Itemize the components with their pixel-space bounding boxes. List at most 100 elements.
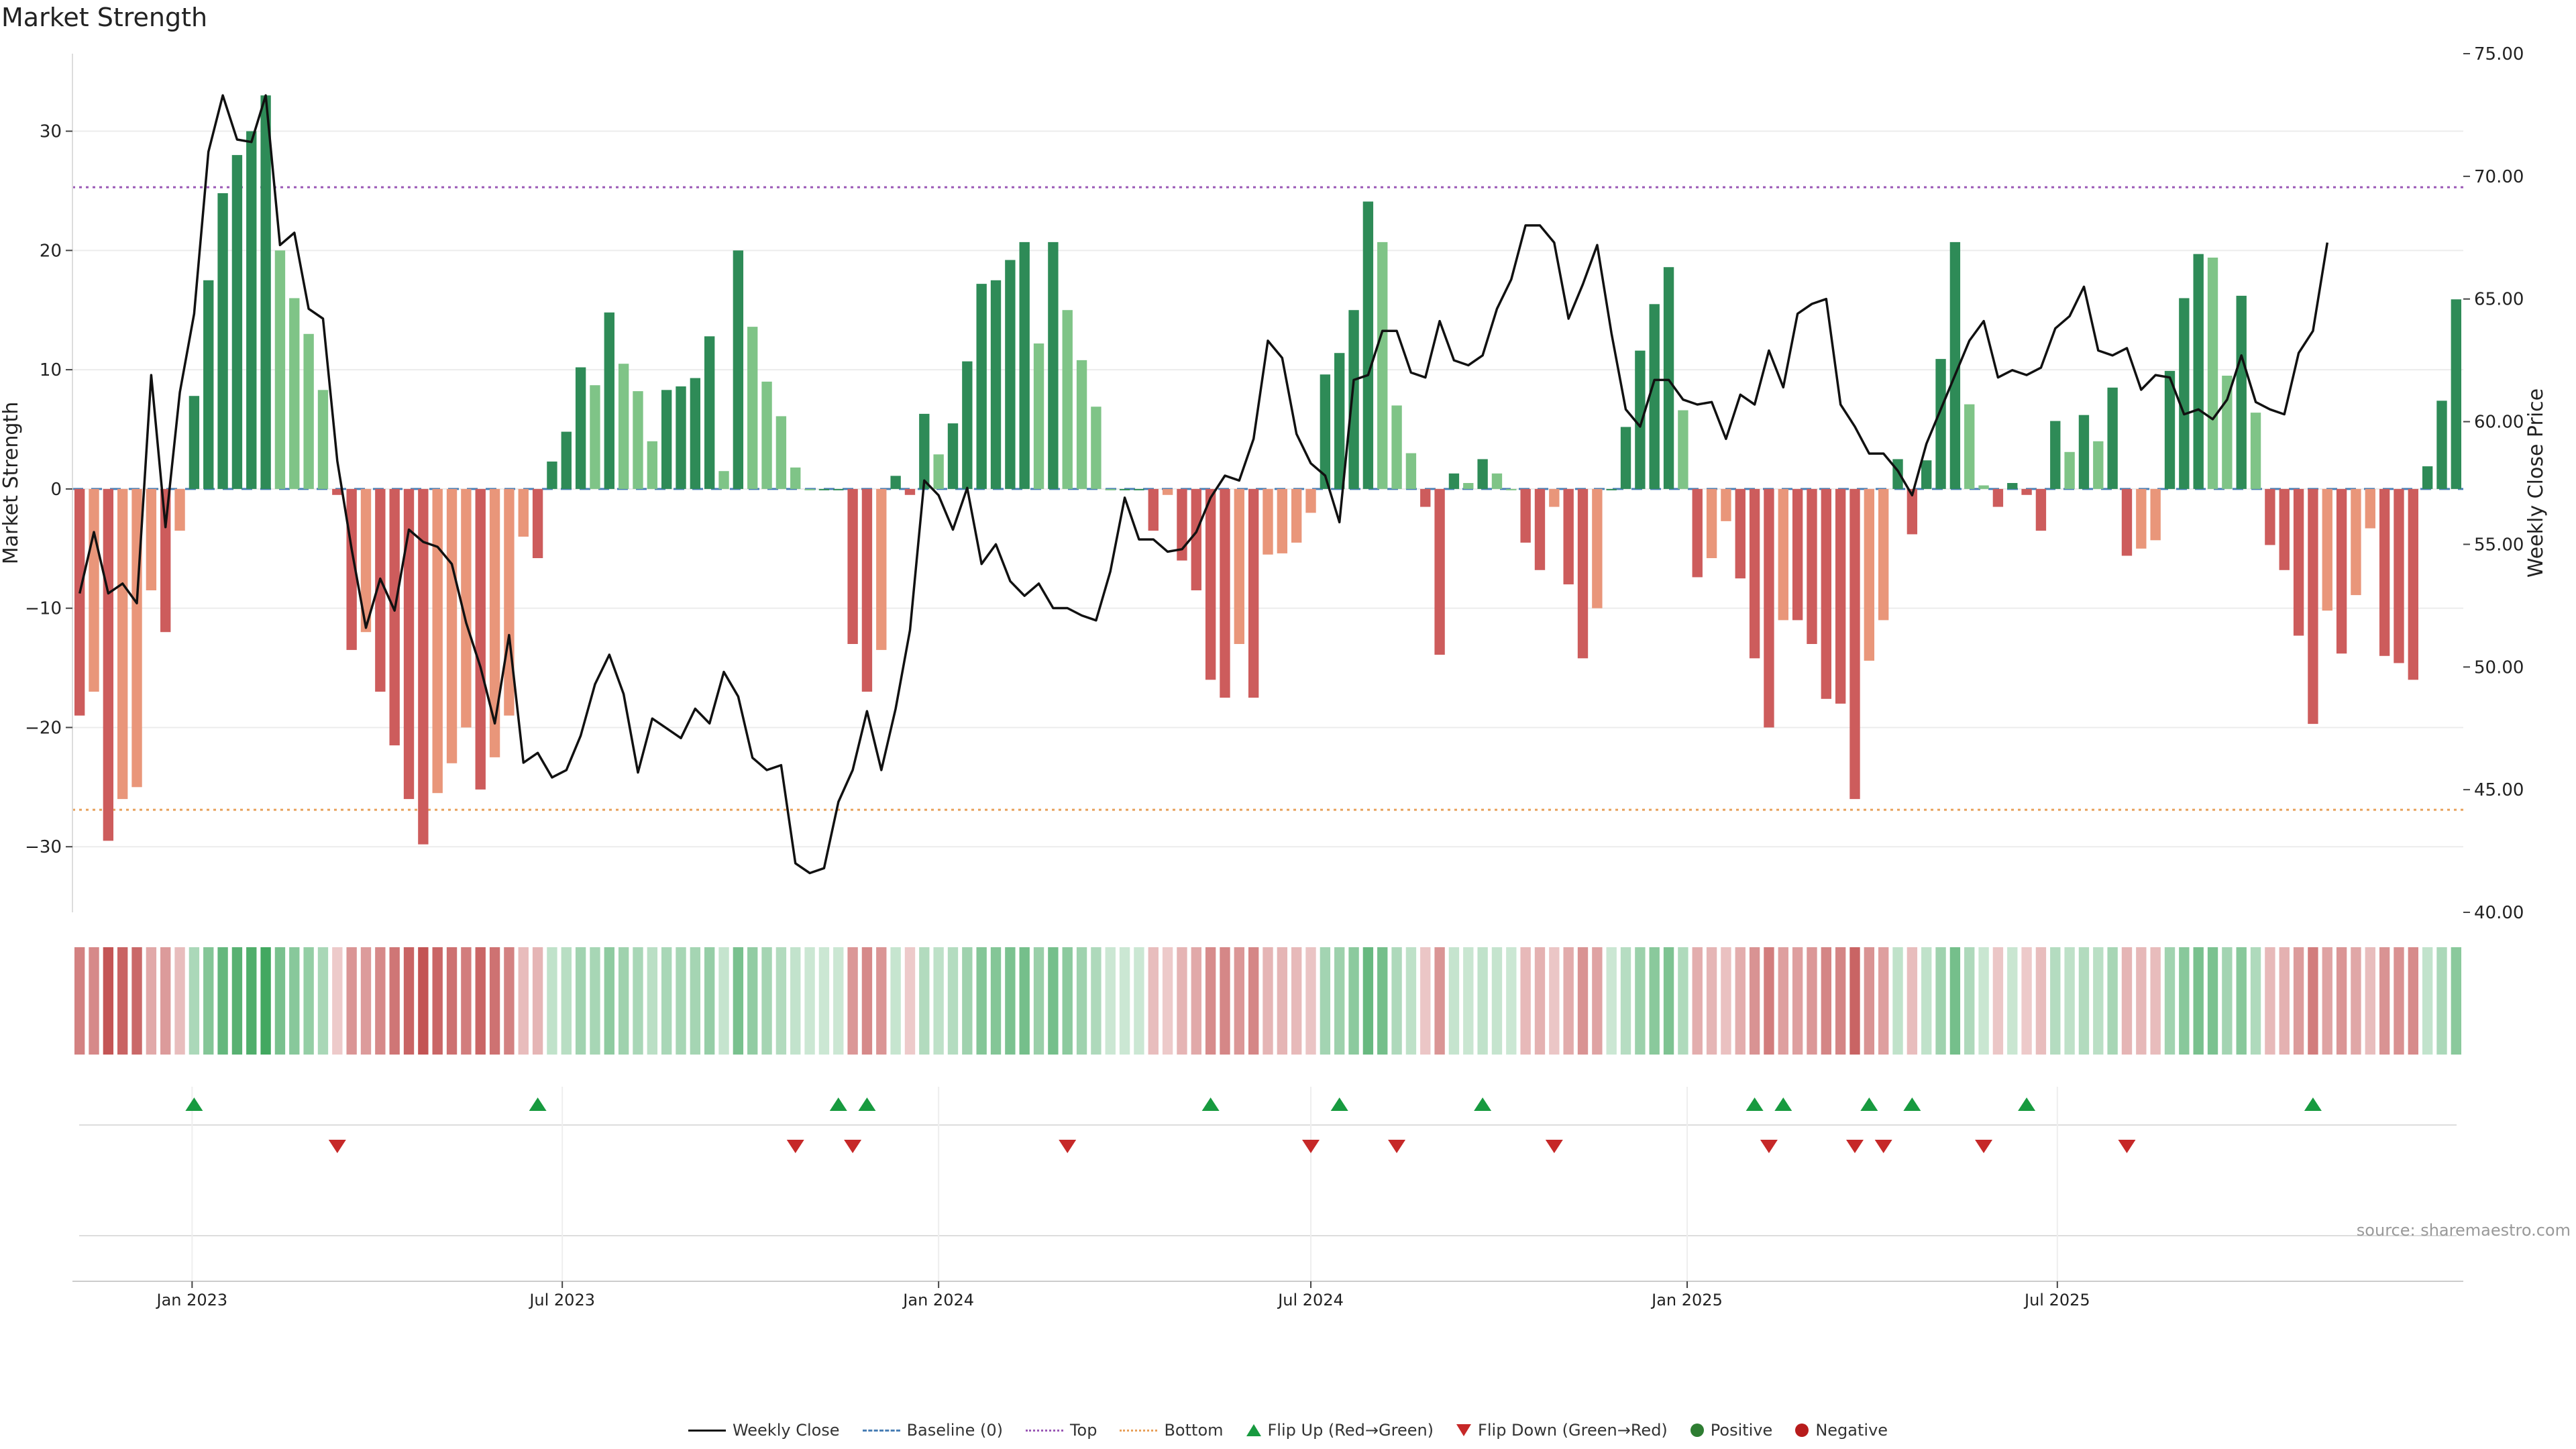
strength-bar (1205, 488, 1216, 680)
flip-down-marker (1760, 1140, 1778, 1153)
strength-bar (246, 131, 257, 489)
heat-strip (1477, 947, 1488, 1055)
heat-strip (1649, 947, 1660, 1055)
flip-down-marker (1059, 1140, 1077, 1153)
heat-strip (1191, 947, 1201, 1055)
legend-swatch (688, 1429, 726, 1432)
heat-strip (2451, 947, 2462, 1055)
strength-bar (2279, 488, 2290, 570)
heat-strip (890, 947, 901, 1055)
legend-swatch (1795, 1424, 1809, 1437)
strength-bar (1491, 473, 1503, 489)
heat-strip (2422, 947, 2433, 1055)
right-tick-label: 45.00 (2474, 780, 2524, 800)
heat-strip (790, 947, 801, 1055)
strength-bars (74, 95, 2462, 845)
heat-strip (1864, 947, 1875, 1055)
heat-strip (2164, 947, 2176, 1055)
strength-bar (2436, 400, 2447, 489)
strength-bar (919, 413, 930, 489)
strength-bar (317, 390, 329, 489)
right-tick-label: 55.00 (2474, 535, 2524, 555)
heat-strip (317, 947, 329, 1055)
heat-strip (1305, 947, 1316, 1055)
strength-bar (876, 488, 887, 650)
strength-bar (747, 327, 758, 489)
heat-strip (1964, 947, 1975, 1055)
left-axis-label: Market Strength (0, 402, 23, 564)
heat-strip (990, 947, 1002, 1055)
strength-bar (1405, 453, 1417, 489)
strength-bar (2050, 421, 2061, 489)
heat-strip (1405, 947, 1417, 1055)
strength-bar (403, 488, 415, 800)
strength-bar (847, 488, 858, 644)
heat-strip (1334, 947, 1345, 1055)
heat-strip (1448, 947, 1460, 1055)
right-tick-label: 70.00 (2474, 167, 2524, 187)
heat-strip (1091, 947, 1102, 1055)
right-axis-label: Weekly Close Price (2524, 388, 2548, 578)
strength-bar (890, 476, 901, 489)
x-axis: Jan 2023 Jul 2023 Jan 2024 Jul 2024 Jan 2025… (72, 1281, 2463, 1309)
right-tick-label: 75.00 (2474, 44, 2524, 64)
left-tick-label: −30 (25, 837, 62, 857)
strength-bar (504, 488, 515, 716)
heat-strip (590, 947, 600, 1055)
heat-strip (203, 947, 214, 1055)
strength-bar (1506, 488, 1517, 490)
strength-bar (1033, 343, 1044, 489)
strength-bar (1706, 488, 1717, 558)
heat-strip (962, 947, 973, 1055)
strength-bar (976, 284, 987, 489)
strength-bar (117, 488, 128, 800)
heat-strip (1263, 947, 1273, 1055)
strength-bar (1549, 488, 1560, 507)
heat-strip (1420, 947, 1431, 1055)
strength-bar (1334, 353, 1345, 489)
heat-strip (633, 947, 643, 1055)
strength-bar (1577, 488, 1589, 659)
heat-strip (718, 947, 729, 1055)
legend-swatch (862, 1429, 900, 1432)
chart-legend: Weekly Close Baseline (0) Top Bottom Flip Up… (0, 1421, 2576, 1440)
strength-bar (1105, 488, 1116, 490)
strength-bar (1592, 488, 1603, 608)
strength-bar (647, 441, 658, 489)
heat-strip (775, 947, 787, 1055)
heat-strip (676, 947, 686, 1055)
heat-strip (733, 947, 744, 1055)
heat-strip (1663, 947, 1674, 1055)
heat-strip (1978, 947, 1989, 1055)
heat-strip (418, 947, 429, 1055)
strength-bar (2293, 488, 2304, 636)
heat-strip (1620, 947, 1631, 1055)
heat-strip (2035, 947, 2047, 1055)
strength-bar (1964, 404, 1975, 489)
legend-label: Baseline (0) (906, 1421, 1003, 1440)
strength-bar (790, 467, 801, 489)
strength-bar (761, 381, 772, 489)
flip-up-marker (1746, 1097, 1764, 1111)
flip-up-marker (1201, 1097, 1220, 1111)
heat-strip (1549, 947, 1560, 1055)
heat-strip (1606, 947, 1617, 1055)
heat-strip (2336, 947, 2347, 1055)
heat-strip (2279, 947, 2290, 1055)
heat-strip (389, 947, 400, 1055)
strength-bar (1434, 488, 1445, 655)
strength-bar (2207, 258, 2218, 489)
flip-down-marker (1874, 1140, 1892, 1153)
heat-strip (375, 947, 386, 1055)
strength-bar (661, 390, 672, 489)
flip-down-marker (1302, 1140, 1320, 1153)
heat-strip (461, 947, 472, 1055)
heat-strip (146, 947, 157, 1055)
strength-bar (861, 488, 873, 692)
heat-strip (360, 947, 372, 1055)
legend-item: Negative (1795, 1421, 1888, 1440)
strength-bar (733, 250, 744, 489)
legend-swatch (1456, 1424, 1472, 1436)
heat-strip (1177, 947, 1187, 1055)
flip-down-marker (786, 1140, 804, 1153)
